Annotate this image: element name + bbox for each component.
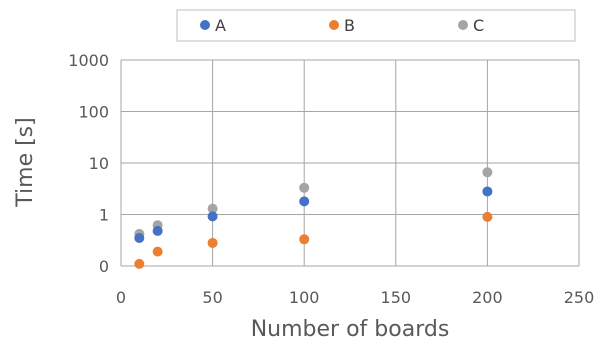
- y-axis-title: Time [s]: [13, 117, 38, 207]
- x-tick-label: 250: [564, 288, 595, 307]
- grid: [120, 59, 580, 267]
- point-a: [207, 211, 218, 222]
- y-tick-label: 100: [78, 103, 109, 122]
- legend-marker-c: [458, 20, 468, 30]
- point-a: [299, 196, 310, 207]
- point-a: [134, 232, 145, 243]
- x-tick-label: 0: [116, 288, 126, 307]
- point-c: [207, 203, 218, 214]
- point-c: [482, 167, 493, 178]
- legend-label-a: A: [215, 16, 226, 35]
- x-axis-title: Number of boards: [251, 317, 450, 342]
- point-b: [152, 246, 163, 257]
- legend-marker-a: [200, 20, 210, 30]
- x-tick-label: 150: [381, 288, 412, 307]
- legend-label-b: B: [344, 16, 355, 35]
- legend-marker-b: [329, 20, 339, 30]
- x-tick-label: 100: [289, 288, 320, 307]
- x-axis-ticks: 0 50 100 150 200 250: [116, 288, 594, 307]
- y-tick-label: 0: [99, 257, 109, 276]
- point-a: [152, 225, 163, 236]
- y-axis-ticks: 0 1 10 100 1000: [68, 51, 109, 276]
- legend-label-c: C: [473, 16, 484, 35]
- y-tick-label: 1000: [68, 51, 109, 70]
- point-b: [299, 234, 310, 245]
- legend: A B C: [176, 9, 576, 42]
- point-c: [299, 182, 310, 193]
- legend-box: [176, 9, 576, 42]
- point-b: [482, 211, 493, 222]
- point-a: [482, 186, 493, 197]
- y-tick-label: 1: [99, 206, 109, 225]
- data-points: [134, 167, 493, 269]
- x-tick-label: 50: [202, 288, 222, 307]
- x-tick-label: 200: [472, 288, 503, 307]
- point-b: [134, 258, 145, 269]
- y-tick-label: 10: [89, 154, 109, 173]
- point-b: [207, 237, 218, 248]
